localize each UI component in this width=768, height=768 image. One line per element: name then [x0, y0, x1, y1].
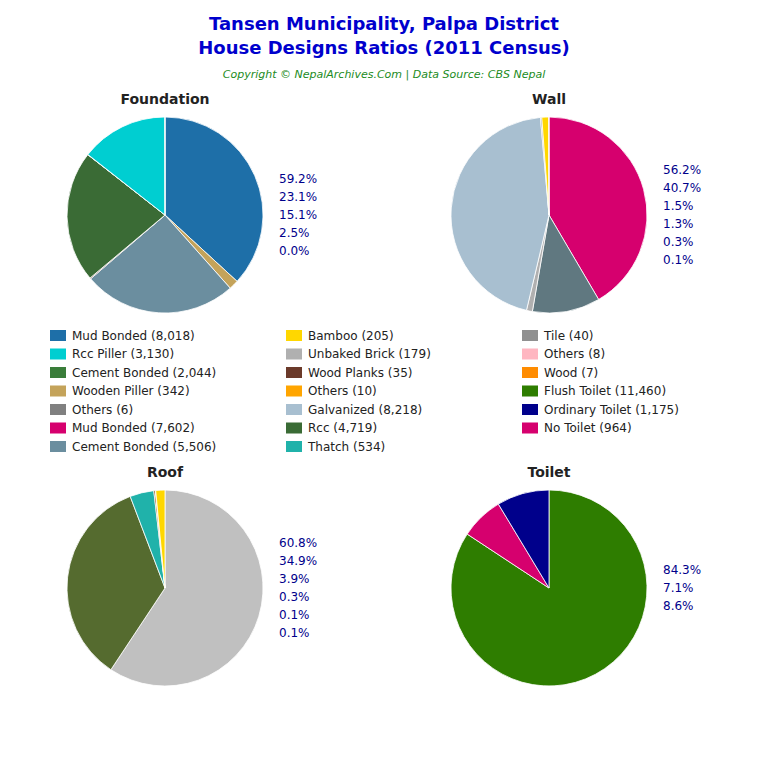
legend-swatch	[522, 404, 538, 415]
legend-label: Others (10)	[308, 384, 377, 398]
pie-slice	[548, 117, 549, 215]
subtitle: House Designs Ratios (2011 Census)	[198, 37, 570, 58]
legend-swatch	[286, 441, 302, 452]
pie-annotation: 56.2%	[663, 163, 701, 177]
pie-slice	[88, 117, 165, 215]
legend-swatch	[50, 367, 66, 378]
pie-chart: Wall 56.2% 40.7% 1.5% 1.3% 0.3% 0.1%	[451, 91, 701, 313]
legend-label: Ordinary Toilet (1,175)	[544, 403, 679, 417]
title: Tansen Municipality, Palpa District	[209, 13, 559, 34]
legend-label: Thatch (534)	[307, 440, 385, 454]
note: Copyright © NepalArchives.Com | Data Sou…	[223, 68, 545, 81]
legend-label: Tile (40)	[543, 329, 593, 343]
legend-swatch	[522, 423, 538, 434]
pie-slice	[542, 117, 549, 215]
pie-annotation: 84.3%	[663, 563, 701, 577]
legend-label: Cement Bonded (2,044)	[72, 366, 216, 380]
legend-label: Wooden Piller (342)	[72, 384, 190, 398]
legend-swatch	[286, 423, 302, 434]
legend-label: Mud Bonded (8,018)	[72, 329, 195, 343]
pie-annotation: 8.6%	[663, 599, 694, 613]
legend-label: Others (8)	[544, 347, 605, 361]
legend-label: Wood Planks (35)	[308, 366, 412, 380]
legend-swatch	[286, 330, 302, 341]
legend-swatch	[286, 367, 302, 378]
legend-label: Others (6)	[72, 403, 133, 417]
pie-annotation: 59.2%	[279, 172, 317, 186]
pie-slice	[451, 490, 647, 686]
legend-swatch	[50, 330, 66, 341]
pie-slice	[540, 117, 549, 215]
pie-slice	[451, 117, 549, 310]
legend-swatch	[50, 386, 66, 397]
legend-swatch	[286, 404, 302, 415]
pie-annotation: 7.1%	[663, 581, 694, 595]
pie-annotation: 2.5%	[279, 226, 310, 240]
legend: Mud Bonded (8,018) Rcc Piller (3,130) Ceme…	[50, 329, 679, 454]
chart-root: Tansen Municipality, Palpa District House…	[0, 0, 768, 768]
pie-annotation: 0.1%	[663, 253, 694, 267]
pie-annotation: 1.5%	[663, 199, 694, 213]
pie-annotation: 60.8%	[279, 536, 317, 550]
legend-label: Unbaked Brick (179)	[308, 347, 431, 361]
legend-swatch	[522, 330, 538, 341]
pie-title: Roof	[147, 464, 184, 480]
legend-swatch	[286, 386, 302, 397]
pie-slice	[156, 490, 165, 588]
pie-chart: Toilet 84.3% 7.1% 8.6%	[451, 464, 701, 686]
pie-slice	[498, 490, 549, 588]
pie-annotation: 0.1%	[279, 608, 310, 622]
legend-swatch	[50, 349, 66, 360]
legend-label: Mud Bonded (7,602)	[72, 421, 195, 435]
legend-swatch	[522, 367, 538, 378]
legend-label: Wood (7)	[544, 366, 598, 380]
legend-swatch	[522, 349, 538, 360]
pie-title: Toilet	[527, 464, 570, 480]
legend-swatch	[286, 349, 302, 360]
pie-annotation: 3.9%	[279, 572, 310, 586]
pie-annotation: 0.3%	[279, 590, 310, 604]
pie-annotation: 40.7%	[663, 181, 701, 195]
pie-slice	[164, 117, 165, 215]
legend-label: No Toilet (964)	[544, 421, 632, 435]
pie-annotation: 23.1%	[279, 190, 317, 204]
pie-slice	[155, 490, 165, 588]
legend-label: Bamboo (205)	[308, 329, 394, 343]
pie-annotation: 0.0%	[279, 244, 310, 258]
pie-annotation: 15.1%	[279, 208, 317, 222]
pie-annotation: 34.9%	[279, 554, 317, 568]
legend-swatch	[522, 386, 538, 397]
legend-label: Cement Bonded (5,506)	[72, 440, 216, 454]
pie-chart: Foundation 59.2% 23.1% 15.1% 2.5% 0.0%	[67, 91, 317, 313]
pie-annotation: 0.3%	[663, 235, 694, 249]
legend-swatch	[50, 404, 66, 415]
legend-label: Rcc (4,719)	[308, 421, 377, 435]
legend-swatch	[50, 441, 66, 452]
pie-annotation: 0.1%	[279, 626, 310, 640]
pie-slice	[154, 490, 165, 588]
pie-title: Wall	[532, 91, 566, 107]
pie-chart: Roof 60.8% 34.9% 3.9% 0.3% 0.1% 0.1%	[67, 464, 317, 686]
legend-swatch	[50, 423, 66, 434]
pie-title: Foundation	[120, 91, 209, 107]
legend-label: Flush Toilet (11,460)	[544, 384, 666, 398]
legend-label: Galvanized (8,218)	[308, 403, 422, 417]
pie-slice	[130, 491, 165, 588]
pie-annotation: 1.3%	[663, 217, 694, 231]
legend-label: Rcc Piller (3,130)	[72, 347, 174, 361]
